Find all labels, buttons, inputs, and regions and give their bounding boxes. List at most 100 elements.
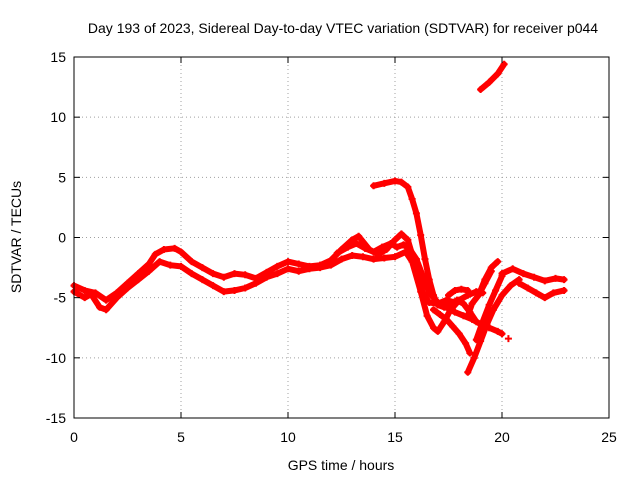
data-point <box>430 324 438 332</box>
data-point <box>498 270 506 278</box>
data-point <box>494 327 502 335</box>
data-point <box>380 179 388 187</box>
data-point <box>316 261 324 269</box>
data-point <box>477 85 485 93</box>
data-point <box>472 336 480 344</box>
series-trace <box>71 248 486 335</box>
series-trace <box>477 61 508 93</box>
data-point <box>145 260 153 268</box>
data-point <box>453 296 461 304</box>
data-point <box>436 311 444 319</box>
data-point <box>348 252 356 260</box>
data-point <box>487 264 495 272</box>
data-point <box>457 285 465 293</box>
data-point <box>404 236 412 244</box>
data-point <box>434 301 442 309</box>
data-point <box>464 286 472 294</box>
data-point <box>442 296 450 304</box>
data-point <box>166 261 174 269</box>
series-branch-b <box>445 285 472 299</box>
data-point <box>419 289 427 297</box>
series-rising-b <box>472 272 506 344</box>
series-rising-d <box>477 258 502 294</box>
series-right-trace-low <box>515 279 568 302</box>
data-point <box>359 253 367 261</box>
data-point <box>494 70 502 78</box>
data-point <box>464 368 472 376</box>
data-point <box>387 240 395 248</box>
data-point <box>393 243 401 251</box>
y-tick-label: 5 <box>58 169 66 185</box>
x-tick-label: 20 <box>494 429 510 445</box>
data-point <box>102 296 110 304</box>
data-point <box>440 303 448 311</box>
data-point <box>397 178 405 186</box>
y-tick-label: -10 <box>46 350 66 366</box>
data-point <box>406 246 414 254</box>
data-point <box>492 286 500 294</box>
data-point <box>515 279 523 287</box>
data-point <box>305 262 313 270</box>
data-point <box>466 349 474 357</box>
data-point <box>400 241 408 249</box>
x-tick-label: 10 <box>280 429 296 445</box>
data-point <box>419 272 427 280</box>
chart-title: Day 193 of 2023, Sidereal Day-to-day VTE… <box>88 20 598 36</box>
x-tick-label: 0 <box>70 429 78 445</box>
data-point <box>451 286 459 294</box>
data-point <box>412 209 420 217</box>
data-point <box>198 276 206 284</box>
data-point <box>474 291 482 299</box>
series-rising-a <box>464 276 523 376</box>
data-point <box>352 240 360 248</box>
data-point <box>198 264 206 272</box>
x-tick-label: 15 <box>387 429 403 445</box>
data-point <box>397 230 405 238</box>
series-trace <box>464 276 523 376</box>
data-point <box>220 288 228 296</box>
data-point <box>273 270 281 278</box>
data-point <box>209 282 217 290</box>
data-point <box>425 298 433 306</box>
data-point <box>462 339 470 347</box>
data-point <box>284 258 292 266</box>
data-point <box>273 262 281 270</box>
data-point <box>404 183 412 191</box>
data-point <box>96 303 104 311</box>
data-point <box>252 274 260 282</box>
data-point <box>485 301 493 309</box>
data-point <box>171 244 179 252</box>
data-point <box>485 78 493 86</box>
data-point <box>145 267 153 275</box>
data-point <box>102 306 110 314</box>
data-point <box>241 284 249 292</box>
data-point <box>241 271 249 279</box>
data-point <box>370 248 378 256</box>
data-series <box>70 60 568 376</box>
data-point <box>124 279 131 287</box>
data-point <box>560 276 568 284</box>
data-point <box>541 294 549 302</box>
data-point <box>494 258 502 266</box>
series-trace <box>477 258 501 294</box>
series-top-segment <box>477 60 508 93</box>
data-point <box>507 282 515 290</box>
data-point <box>500 60 508 68</box>
y-tick-label: -15 <box>46 410 66 426</box>
data-point <box>327 256 335 264</box>
data-point <box>519 270 527 278</box>
data-point <box>498 291 506 299</box>
data-point <box>412 255 420 263</box>
data-point <box>361 244 369 252</box>
x-tick-label: 25 <box>601 429 617 445</box>
data-point <box>391 253 399 261</box>
data-point <box>284 265 292 273</box>
data-point <box>188 270 196 278</box>
data-point <box>552 274 559 282</box>
data-point <box>333 249 341 257</box>
data-point <box>451 308 459 316</box>
data-point <box>445 291 452 299</box>
x-tick-label: 5 <box>177 429 185 445</box>
